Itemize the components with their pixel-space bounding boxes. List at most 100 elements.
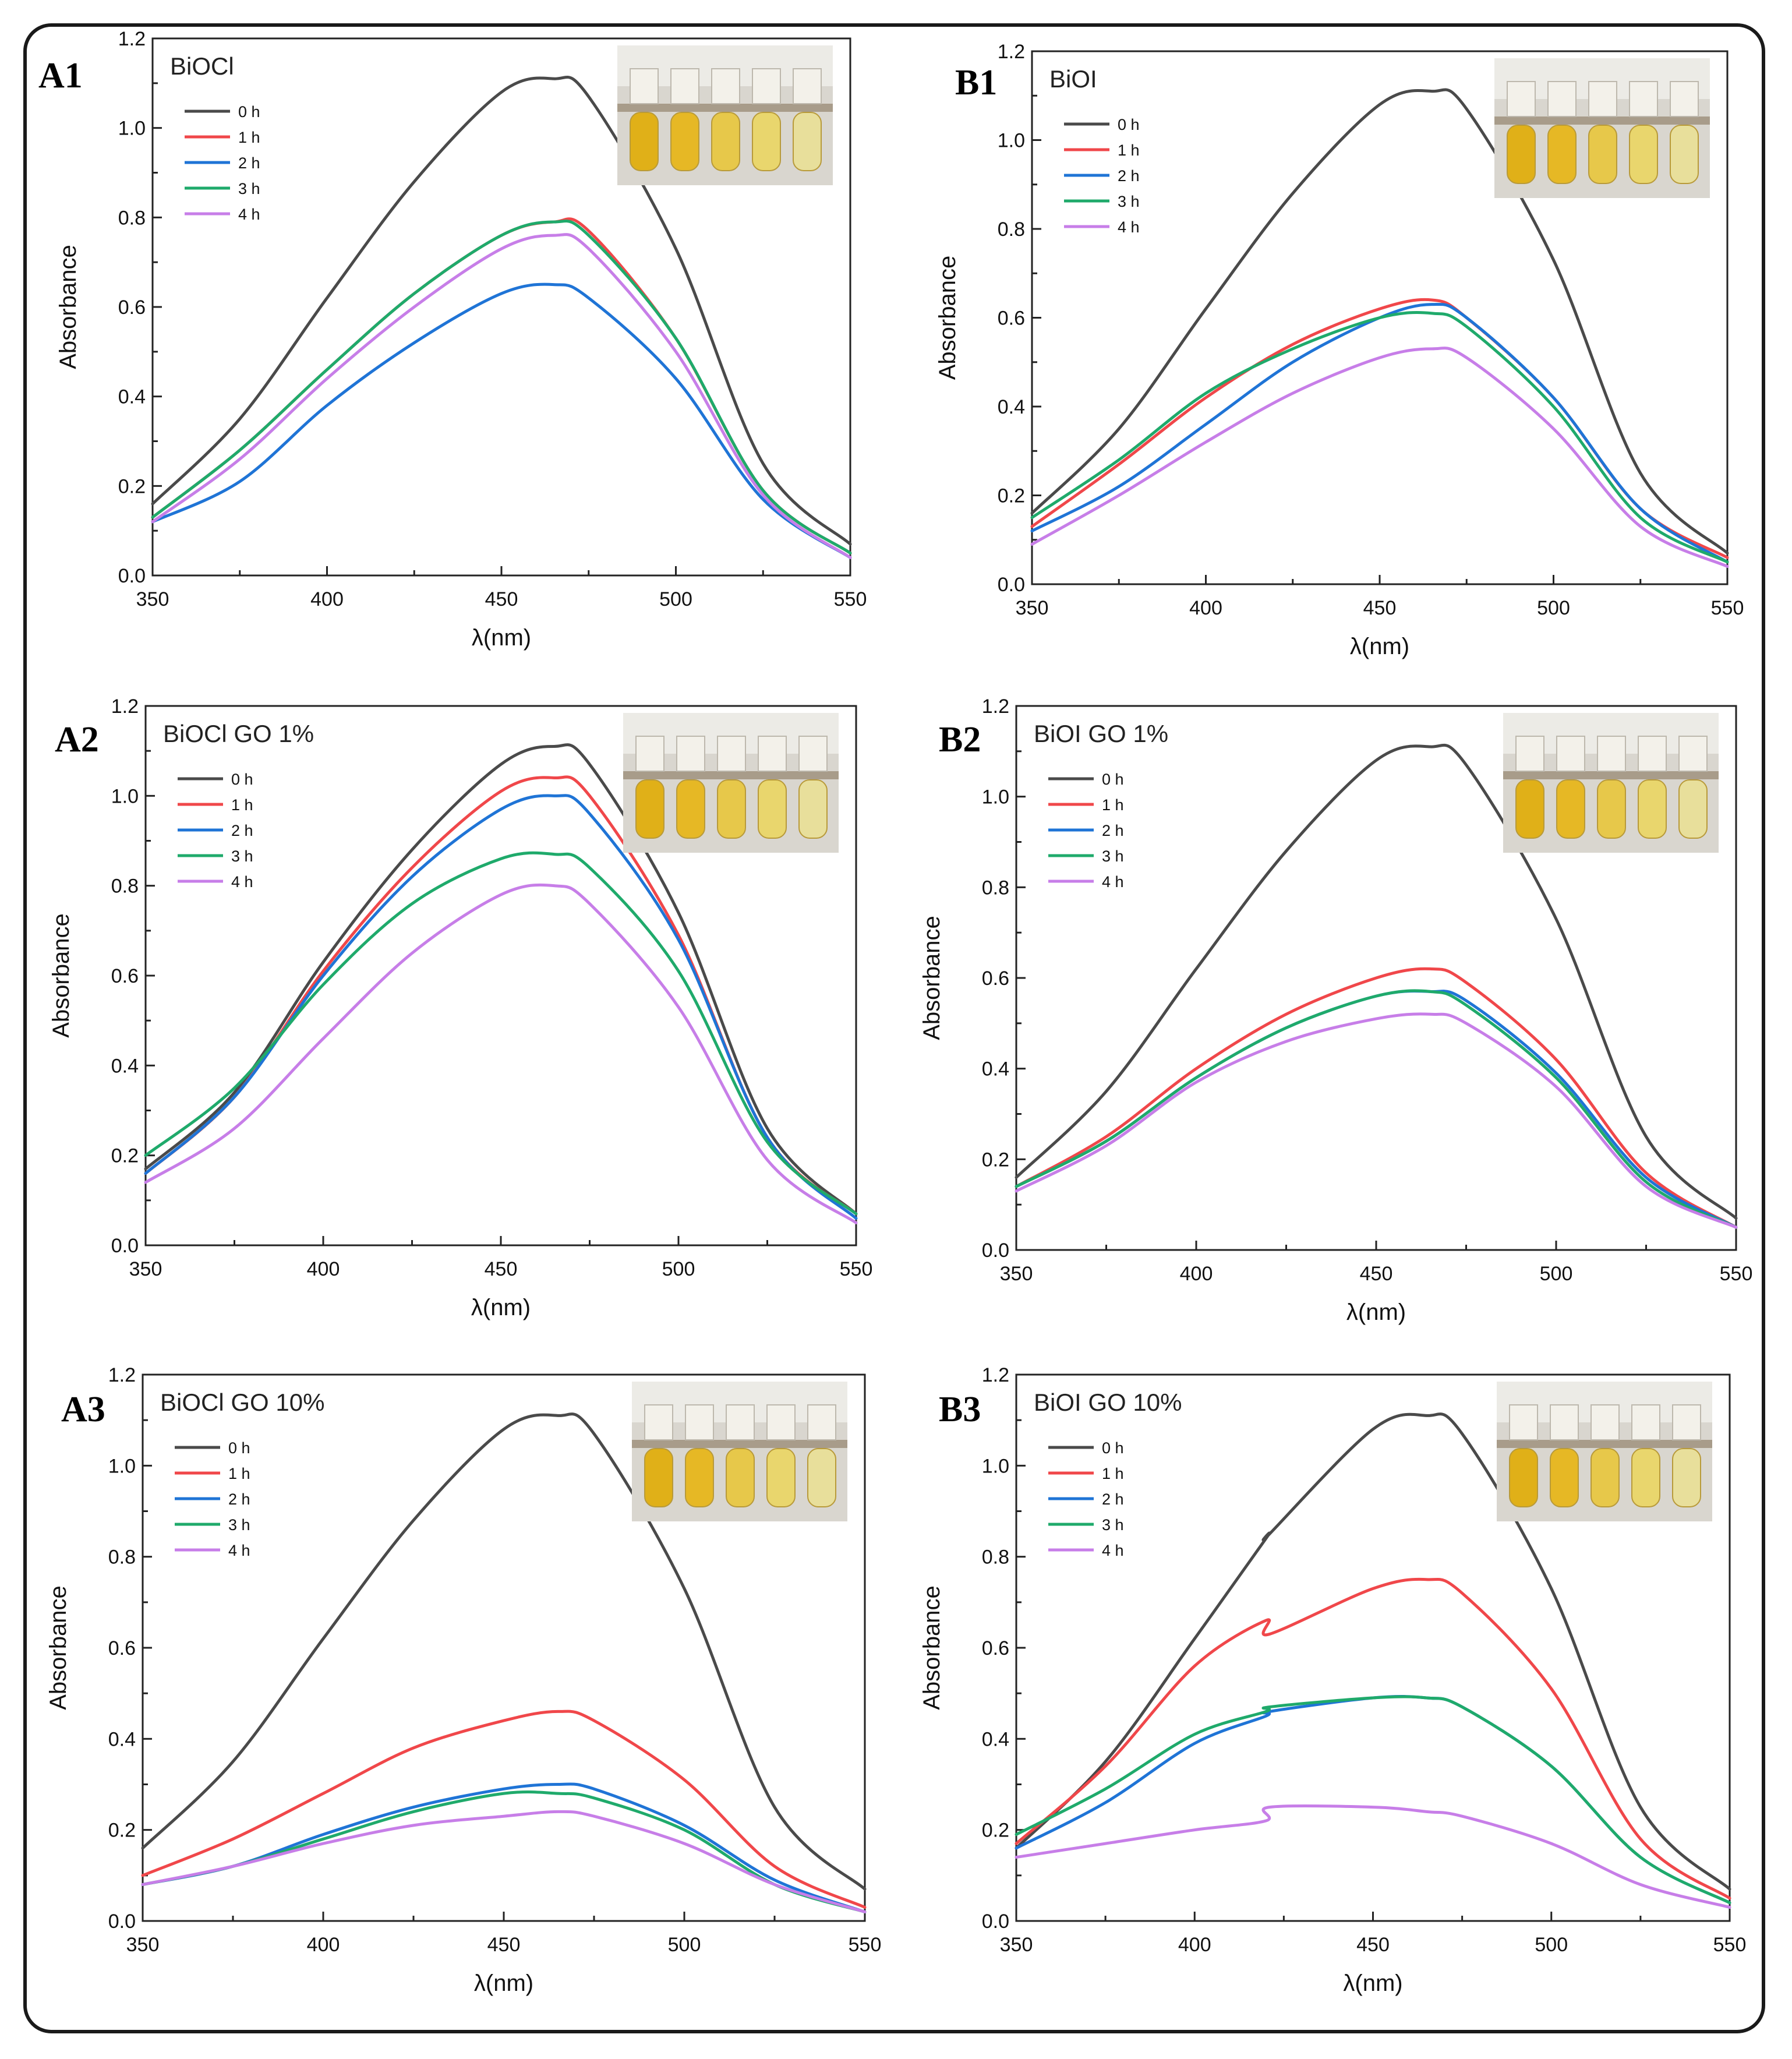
x-tick-label: 500 [1540,1263,1573,1285]
chart-title: BiOCl [170,52,234,80]
legend-label: 2 h [1102,1491,1124,1508]
series-line-2h [1015,1695,1731,1905]
vial-cap [766,1404,796,1440]
y-axis-title: Absorbance [45,1585,71,1710]
panel-label: A2 [55,720,99,760]
chart-title: BiOCl GO 10% [160,1389,324,1416]
legend-label: 2 h [1102,822,1124,839]
legend-label: 1 h [228,1465,250,1482]
legend-label: 3 h [231,847,253,865]
legend-label: 2 h [1118,167,1140,185]
y-axis-title: Absorbance [935,256,960,380]
x-tick-label: 500 [659,588,692,610]
vial-liquid [1550,1448,1579,1507]
y-tick-label: 0.0 [118,565,146,587]
vial-cap [1590,1404,1620,1440]
legend-label: 0 h [228,1439,250,1457]
series-line-3h [1015,989,1738,1229]
y-tick-label: 0.6 [982,1637,1009,1659]
vial-liquid [711,112,740,171]
y-tick-label: 1.0 [982,786,1009,808]
y-tick-label: 0.6 [982,967,1009,990]
y-tick-label: 0.0 [982,1239,1009,1262]
x-tick-label: 550 [834,588,867,610]
vial-cap [1550,1404,1579,1440]
legend-label: 1 h [1102,1465,1124,1482]
y-tick-label: 1.2 [982,1364,1009,1386]
x-axis-title: λ(nm) [1350,634,1409,659]
vial-liquid [807,1448,836,1507]
vial-cap [798,736,828,772]
x-tick-label: 500 [1537,597,1570,619]
y-tick-label: 0.0 [111,1235,139,1257]
y-tick-label: 1.0 [982,1455,1009,1477]
vial-liquid [1670,125,1699,184]
panel-label: A1 [38,56,83,96]
x-tick-label: 400 [1180,1263,1213,1285]
vial-liquid [644,1448,673,1507]
series-line-0h [1015,743,1738,1220]
y-tick-label: 0.4 [111,1055,139,1077]
legend-label: 3 h [1118,193,1140,210]
rack-bar [1503,771,1719,779]
chart-title: BiOI GO 10% [1034,1389,1182,1416]
legend-label: 1 h [1102,796,1124,814]
chart-panel-b2: B2 BiOI GO 1% 350 400 450 500 550 0.0 0.2 0.4 0.6 0… [919,695,1752,1325]
chart-panel-a1: A1 BiOCl 350 400 450 500 550 0.0 0.2 0.4 0.6 0.8 1.0… [38,28,867,651]
y-tick-label: 0.4 [118,386,146,408]
series-line-1h [1030,298,1729,559]
vial-liquid [758,779,787,839]
x-tick-label: 350 [129,1258,162,1280]
y-tick-label: 0.8 [982,1546,1009,1569]
series-line-3h [144,851,858,1216]
y-tick-label: 0.8 [998,218,1025,241]
x-tick-label: 550 [840,1258,873,1280]
vial-liquid [1588,125,1617,184]
legend-label: 3 h [1102,847,1124,865]
legend-label: 4 h [231,873,253,891]
series-line-4h [141,1810,867,1913]
y-axis-title: Absorbance [55,245,81,369]
y-axis-title: Absorbance [919,916,945,1040]
chart-panel-b1: B1 BiOI 350 400 450 500 550 0.0 0.2 0.4 0.6 0.8 1.0 1… [935,41,1744,659]
vial-cap [676,736,705,772]
x-tick-label: 500 [662,1258,695,1280]
legend-label: 3 h [1102,1516,1124,1534]
y-tick-label: 1.0 [108,1455,136,1477]
vial-liquid [1672,1448,1701,1507]
y-tick-label: 0.4 [998,396,1025,418]
legend-label: 0 h [1118,116,1140,133]
vial-liquid [726,1448,755,1507]
vial-cap [1507,81,1536,117]
series-line-4h [151,233,852,559]
vial-liquid [635,779,665,839]
legend-label: 2 h [238,154,260,172]
y-tick-label: 0.6 [111,965,139,987]
vial-cap [1631,1404,1660,1440]
x-tick-label: 550 [1711,597,1744,619]
y-tick-label: 0.2 [111,1145,139,1167]
legend-label: 2 h [228,1491,250,1508]
vial-cap [635,736,665,772]
vial-liquid [676,779,705,839]
series-line-1h [141,1710,867,1909]
vial-cap [1638,736,1667,772]
vial-liquid [752,112,781,171]
series-line-2h [1030,302,1729,564]
vials-photo-inset [1503,713,1719,853]
vial-cap [1509,1404,1538,1440]
x-tick-label: 450 [1363,597,1397,619]
y-tick-label: 0.2 [982,1149,1009,1171]
series-line-2h [141,1782,867,1913]
vial-liquid [630,112,659,171]
x-tick-label: 500 [1535,1934,1568,1956]
vial-liquid [1678,779,1708,839]
x-axis-title: λ(nm) [1346,1299,1406,1325]
vial-cap [758,736,787,772]
vial-liquid [1515,779,1544,839]
series-line-0h [144,743,858,1216]
vial-liquid [1631,1448,1660,1507]
vial-liquid [766,1448,796,1507]
vial-cap [793,68,822,104]
